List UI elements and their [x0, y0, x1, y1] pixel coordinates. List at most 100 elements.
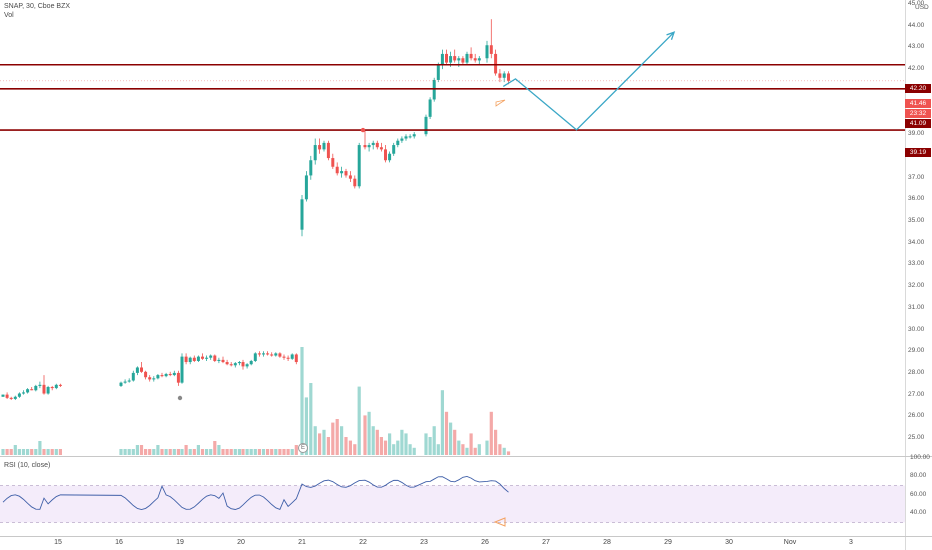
candle-body [436, 64, 440, 80]
rsi-tick: 80.00 [910, 472, 927, 480]
candle-body [135, 367, 139, 373]
volume-bar [241, 449, 245, 455]
volume-label: Vol [4, 12, 14, 19]
candle-body [217, 359, 221, 361]
candle-body [50, 387, 54, 389]
time-tick: 28 [603, 539, 611, 546]
candle-body [363, 145, 367, 148]
volume-bar [131, 449, 135, 455]
volume-bar [144, 449, 148, 455]
volume-bar [180, 449, 184, 455]
candle-body [432, 79, 436, 100]
price-tick: 36.00 [908, 195, 925, 203]
candle-body [457, 58, 461, 61]
candle-body [249, 360, 253, 365]
volume-bar [54, 449, 58, 455]
candle-body [144, 371, 148, 378]
price-tick: 42.00 [908, 65, 925, 73]
candle-body [313, 145, 317, 161]
volume-bar [156, 445, 160, 455]
volume-bar [21, 449, 26, 455]
volume-bar [205, 449, 209, 455]
candle-body [42, 384, 46, 394]
volume-bar [5, 449, 9, 455]
volume-bar [168, 449, 172, 455]
volume-bar [344, 437, 348, 455]
volume-bar [313, 426, 317, 455]
candle-body [253, 353, 257, 361]
last-price-label: 41.46 [905, 99, 931, 108]
volume-bar [9, 449, 13, 455]
volume-bar [127, 449, 131, 455]
candle-body [282, 356, 286, 358]
candle-body [286, 357, 290, 359]
volume-bar [388, 433, 392, 455]
candle-body [477, 58, 481, 61]
volume-bar [457, 440, 461, 455]
volume-bar [30, 449, 34, 455]
volume-bar [392, 444, 396, 455]
candle-body [494, 53, 498, 74]
volume-bar [335, 419, 339, 455]
candle-body [384, 149, 387, 161]
price-tick: 44.00 [908, 21, 925, 29]
price-tick: 29.00 [908, 347, 925, 355]
candle-body [502, 73, 506, 78]
level-label-41-09: 41.09 [905, 119, 931, 128]
price-tick: 33.00 [908, 260, 925, 268]
candle-body [229, 364, 233, 366]
volume-bar [304, 397, 308, 455]
candle-body [294, 354, 298, 363]
volume-bar [196, 445, 200, 455]
price-tick: 43.00 [908, 43, 925, 51]
split-marker [360, 127, 366, 133]
candle-body [221, 359, 225, 363]
candle-body [225, 362, 229, 365]
volume-bar [309, 383, 313, 455]
candle-body [348, 175, 352, 179]
volume-bar [286, 449, 290, 455]
volume-bar [261, 449, 266, 455]
candle-body [340, 171, 344, 174]
candle-body [461, 58, 465, 63]
price-tick: 27.00 [908, 390, 925, 398]
time-tick: 27 [542, 539, 550, 546]
candle-body [205, 357, 209, 359]
candle-body [237, 362, 241, 364]
volume-bar [152, 449, 156, 455]
volume-bar [1, 449, 5, 455]
volume-bar [473, 447, 477, 455]
level-label-39-19: 39.19 [905, 148, 931, 157]
volume-bar [184, 445, 188, 455]
candle-body [119, 382, 123, 386]
candle-body [233, 363, 237, 366]
volume-bar [326, 437, 330, 455]
volume-bar [270, 449, 274, 455]
candle-body [54, 384, 58, 389]
earnings-marker[interactable]: E [298, 443, 308, 453]
candle-body [400, 138, 404, 141]
volume-bar [249, 449, 253, 455]
volume-bar [367, 411, 371, 455]
volume-bar [200, 449, 205, 455]
small-triangle-marker [495, 99, 506, 107]
volume-bar [412, 447, 416, 455]
volume-bar [444, 411, 449, 455]
volume-bar [50, 449, 54, 455]
volume-bar [363, 415, 367, 455]
volume-bar [266, 449, 270, 455]
volume-bar [506, 451, 511, 455]
time-tick: 20 [237, 539, 245, 546]
candle-body [176, 372, 180, 383]
volume-bar [428, 437, 432, 455]
volume-bar [213, 441, 217, 455]
volume-bar [300, 347, 304, 455]
candle-body [304, 175, 308, 200]
price-tick: 45.00 [908, 0, 925, 7]
candle-body [209, 355, 213, 358]
volume-bar [400, 429, 404, 455]
candle-body [300, 199, 304, 230]
rsi-tick: 60.00 [910, 490, 927, 498]
volume-bar [188, 449, 192, 455]
